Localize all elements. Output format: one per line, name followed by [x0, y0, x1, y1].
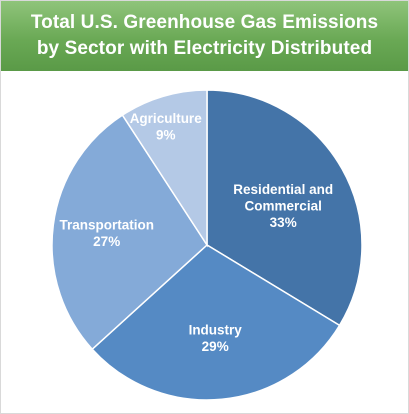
pie-slice-agriculture: [121, 89, 208, 248]
chart-title-line-1: Total U.S. Greenhouse Gas Emissions: [30, 12, 379, 33]
slice-name-agriculture: Agriculture: [130, 111, 203, 126]
pie-slice-transportation: [51, 114, 208, 351]
slice-name-industry: Industry: [189, 323, 243, 338]
pie-slice-industry: [91, 244, 341, 401]
slice-name-transportation: Transportation: [59, 218, 154, 233]
slice-value-industry: 29%: [202, 339, 229, 354]
slice-value-transportation: 27%: [93, 234, 120, 249]
slice-name-residential-and-commercial-line-2: Commercial: [245, 198, 322, 213]
pie-slice-residential-and-commercial: [206, 89, 363, 327]
slice-value-agriculture: 9%: [156, 127, 176, 142]
title-banner: Total U.S. Greenhouse Gas Emissions by S…: [1, 1, 408, 71]
slice-name-residential-and-commercial-line-1: Residential and: [233, 182, 333, 197]
slice-value-residential-and-commercial: 33%: [270, 215, 297, 230]
chart-title-line-2: by Sector with Electricity Distributed: [36, 38, 373, 59]
